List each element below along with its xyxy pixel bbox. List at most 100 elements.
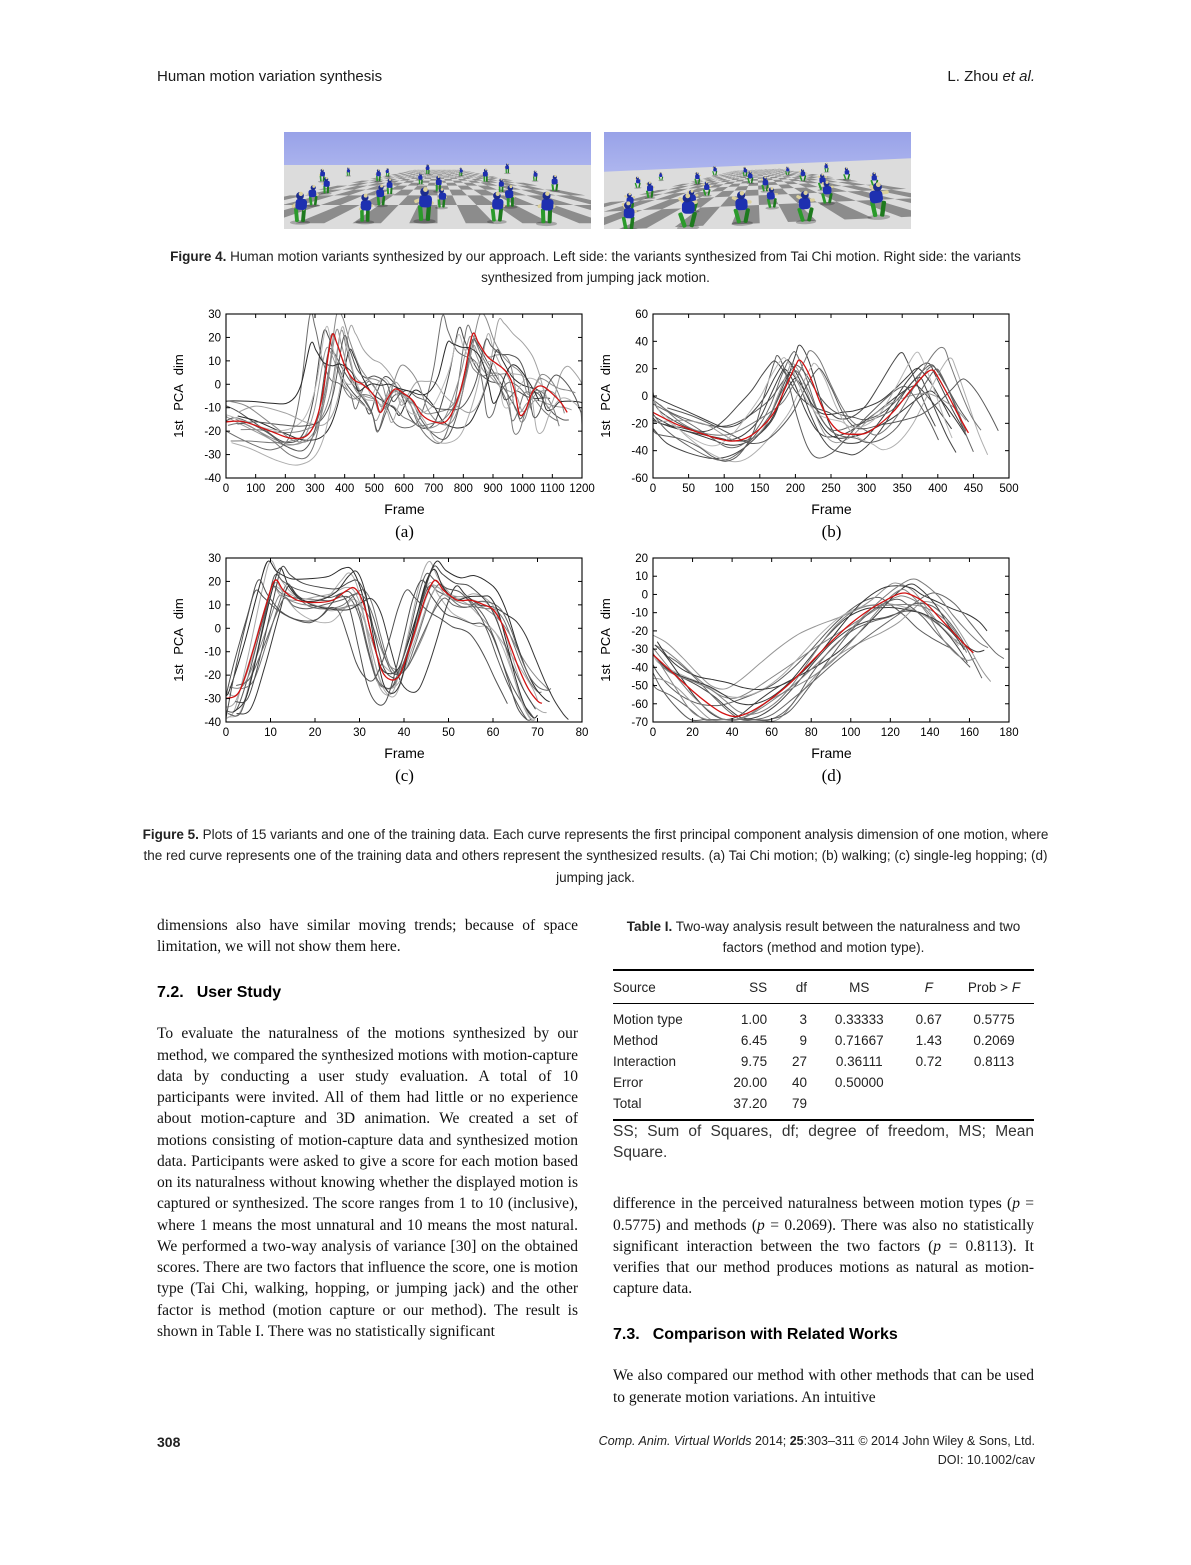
paragraph-user-study: To evaluate the naturalness of the motio… bbox=[157, 1025, 578, 1340]
x-tick-label: 150 bbox=[750, 483, 769, 495]
table-row: Motion type 1.00 3 0.33333 0.67 0.5775 bbox=[613, 1003, 1034, 1030]
table-cell: 0.72 bbox=[915, 1053, 942, 1069]
figure5-caption: Figure 5. Plots of 15 variants and one o… bbox=[140, 824, 1051, 888]
x-tick-label: 160 bbox=[960, 727, 979, 739]
table-cell: 0.67 bbox=[915, 1011, 942, 1027]
y-tick-label: -20 bbox=[204, 670, 221, 682]
y-tick-label: -40 bbox=[204, 473, 221, 485]
table-row: Interaction 9.75 27 0.36111 0.72 0.8113 bbox=[613, 1051, 1034, 1072]
humanoid-figure bbox=[424, 164, 432, 175]
body-columns: dimensions also have similar moving tren… bbox=[157, 915, 1035, 1408]
humanoid-figure bbox=[765, 187, 779, 210]
x-tick-label: 50 bbox=[442, 727, 455, 739]
x-tick-label: 100 bbox=[715, 483, 734, 495]
table-header-cell: Source bbox=[613, 969, 723, 1004]
table-cell: Method bbox=[613, 1032, 659, 1048]
section-title: Comparison with Related Works bbox=[652, 1326, 898, 1344]
table-header-cell: F bbox=[903, 969, 954, 1004]
journal-name: Comp. Anim. Virtual Worlds bbox=[598, 1434, 752, 1448]
table-body: Motion type 1.00 3 0.33333 0.67 0.5775 Method 6… bbox=[613, 1003, 1034, 1120]
variant-curve bbox=[237, 335, 582, 427]
x-tick-label: 450 bbox=[964, 483, 983, 495]
variant-curve bbox=[226, 560, 550, 703]
y-tick-label: -20 bbox=[631, 418, 648, 430]
x-tick-label: 180 bbox=[999, 727, 1018, 739]
table-cell: 0.71667 bbox=[834, 1032, 884, 1048]
subplot-letter: (b) bbox=[821, 522, 842, 541]
humanoid-figure bbox=[746, 170, 755, 185]
training-curve bbox=[653, 592, 974, 718]
section-heading-7-2: 7.2. User Study bbox=[157, 984, 578, 1002]
y-tick-label: 20 bbox=[208, 576, 221, 588]
table1-caption-text: Two-way analysis result between the natu… bbox=[672, 919, 1021, 955]
humanoid-figure bbox=[536, 191, 557, 227]
figure4-scene-taichi bbox=[284, 132, 591, 229]
y-tick-label: -20 bbox=[631, 626, 648, 638]
x-tick-label: 140 bbox=[920, 727, 939, 739]
variant-curve bbox=[653, 582, 958, 690]
humanoid-figure bbox=[784, 166, 791, 176]
x-tick-label: 200 bbox=[786, 483, 805, 495]
humanoid-figure bbox=[531, 170, 539, 182]
subplot-c: 0 10 20 30 40 50 60 70 80 -40 -30 -20 -10 0 10 20 30 1st … bbox=[168, 552, 595, 786]
variant-curve bbox=[653, 351, 953, 447]
volume-number: 25 bbox=[789, 1434, 804, 1448]
table-row: Error 20.00 40 0.50000 bbox=[613, 1072, 1034, 1093]
left-column: dimensions also have similar moving tren… bbox=[157, 915, 578, 1408]
y-tick-label: 40 bbox=[635, 336, 648, 348]
humanoid-figure bbox=[795, 190, 817, 225]
anova-table: Source SS df MS F Prob > F Motion type 1.00 3 0.… bbox=[613, 968, 1034, 1121]
table1-footnote: SS; Sum of Squares, df; degree of freedo… bbox=[613, 1122, 1034, 1162]
figure4-caption: Figure 4. Human motion variants synthesi… bbox=[140, 246, 1051, 289]
humanoid-figure bbox=[693, 172, 702, 185]
humanoid-figure bbox=[355, 193, 375, 225]
training-curve bbox=[226, 579, 543, 704]
humanoid-figure bbox=[644, 181, 656, 200]
plot-svg-c: 0 10 20 30 40 50 60 70 80 -40 -30 -20 -10 0 10 20 30 1st … bbox=[171, 553, 588, 739]
x-tick-label: 20 bbox=[686, 727, 699, 739]
variant-curve bbox=[653, 354, 939, 462]
variant-curve bbox=[664, 357, 989, 463]
running-head-author: L. Zhou et al. bbox=[947, 68, 1035, 85]
table-cell: 20.00 bbox=[733, 1074, 768, 1090]
running-head-title: Human motion variation synthesis bbox=[157, 68, 383, 85]
x-tick-label: 300 bbox=[857, 483, 876, 495]
x-tick-label: 100 bbox=[841, 727, 860, 739]
table-cell: 1.00 bbox=[740, 1011, 768, 1027]
right-column: Table I. Two-way analysis result between… bbox=[613, 915, 1034, 1408]
humanoid-figure bbox=[289, 191, 311, 225]
table-cell: Total bbox=[613, 1095, 642, 1111]
variant-curve bbox=[653, 600, 992, 722]
variant-curve bbox=[226, 579, 532, 722]
table-row: Total 37.20 79 bbox=[613, 1093, 1034, 1120]
table-cell: 0.8113 bbox=[973, 1053, 1015, 1069]
variant-curve bbox=[226, 340, 540, 407]
table-cell: 0.36111 bbox=[835, 1053, 883, 1069]
variant-curve bbox=[226, 326, 551, 444]
table-cell: Interaction bbox=[613, 1053, 677, 1069]
subplot-letter: (a) bbox=[395, 522, 414, 541]
variant-curve bbox=[653, 598, 971, 722]
table-header-cell: SS bbox=[722, 969, 778, 1004]
variant-curve bbox=[653, 364, 970, 428]
table-cell bbox=[954, 1093, 1034, 1120]
page-number: 308 bbox=[157, 1434, 181, 1450]
x-tick-label: 100 bbox=[246, 483, 265, 495]
variant-curve bbox=[232, 567, 538, 719]
x-tick-label: 60 bbox=[487, 727, 500, 739]
plot-canvas-d: 0 20 40 60 80 100 120 140 160 180 -70 -60 -50 -40 -30-… bbox=[595, 552, 1022, 744]
humanoid-figure bbox=[619, 201, 639, 229]
variant-curve bbox=[235, 328, 561, 446]
y-tick-label: -30 bbox=[204, 450, 221, 462]
variant-curve bbox=[653, 359, 951, 428]
variant-curve bbox=[226, 584, 535, 719]
humanoid-figure bbox=[374, 184, 388, 208]
variant-curve bbox=[653, 578, 989, 722]
humanoid-figure bbox=[504, 163, 511, 175]
paragraph-comparison: We also compared our method with other m… bbox=[613, 1367, 1034, 1406]
humanoid-figure bbox=[487, 191, 507, 225]
subplot-letter: (c) bbox=[395, 766, 414, 785]
table-cell: 6.45 bbox=[740, 1032, 768, 1048]
variant-curve bbox=[235, 593, 552, 691]
